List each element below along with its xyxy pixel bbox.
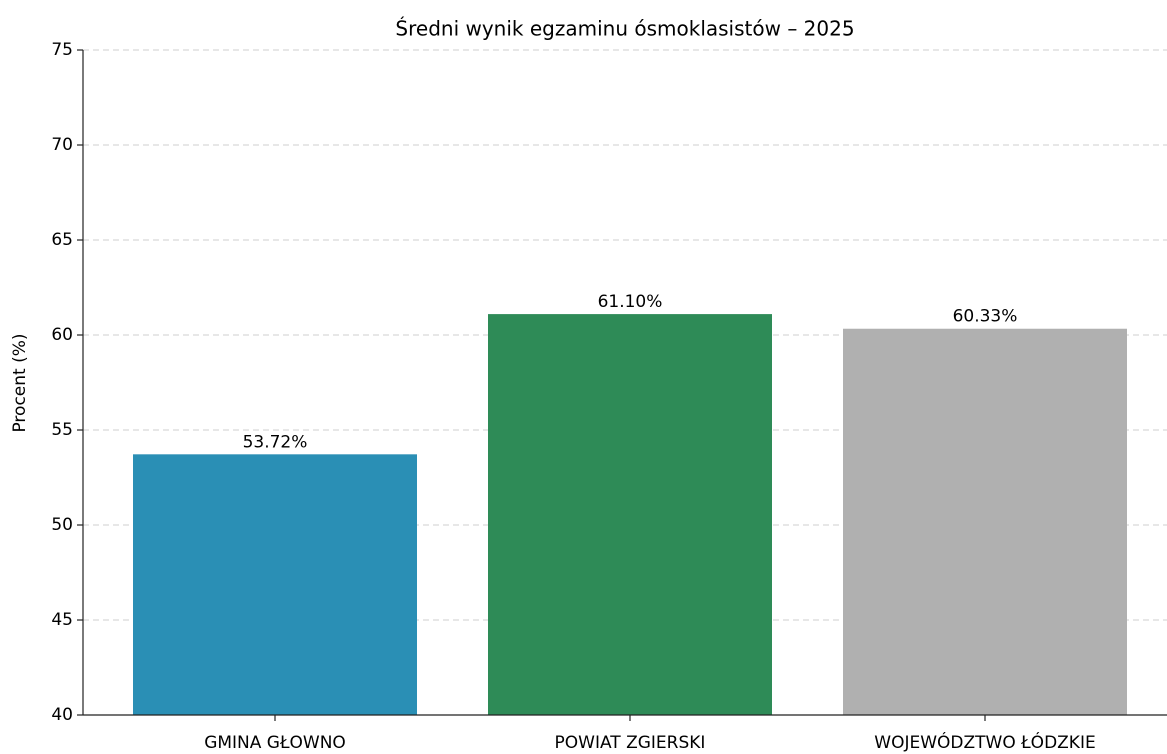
y-axis-label: Procent (%): [10, 333, 30, 432]
y-tick-label: 40: [51, 705, 73, 725]
x-tick-label: GMINA GŁOWNO: [204, 733, 346, 753]
data-label: 60.33%: [953, 307, 1018, 327]
y-tick-label: 55: [51, 420, 73, 440]
data-label: 53.72%: [243, 432, 308, 452]
x-tick-label: POWIAT ZGIERSKI: [555, 733, 706, 753]
bar: [488, 314, 772, 715]
y-tick-label: 50: [51, 515, 73, 535]
y-tick-label: 75: [51, 40, 73, 60]
data-label: 61.10%: [598, 292, 663, 312]
y-tick-label: 45: [51, 610, 73, 630]
y-tick-label: 60: [51, 325, 73, 345]
y-tick-label: 65: [51, 230, 73, 250]
x-tick-label: WOJEWÓDZTWO ŁÓDZKIE: [874, 731, 1095, 753]
y-tick-label: 70: [51, 135, 73, 155]
bar: [843, 328, 1127, 715]
bar: [133, 454, 417, 715]
chart-title: Średni wynik egzaminu ósmoklasistów – 20…: [395, 17, 854, 41]
